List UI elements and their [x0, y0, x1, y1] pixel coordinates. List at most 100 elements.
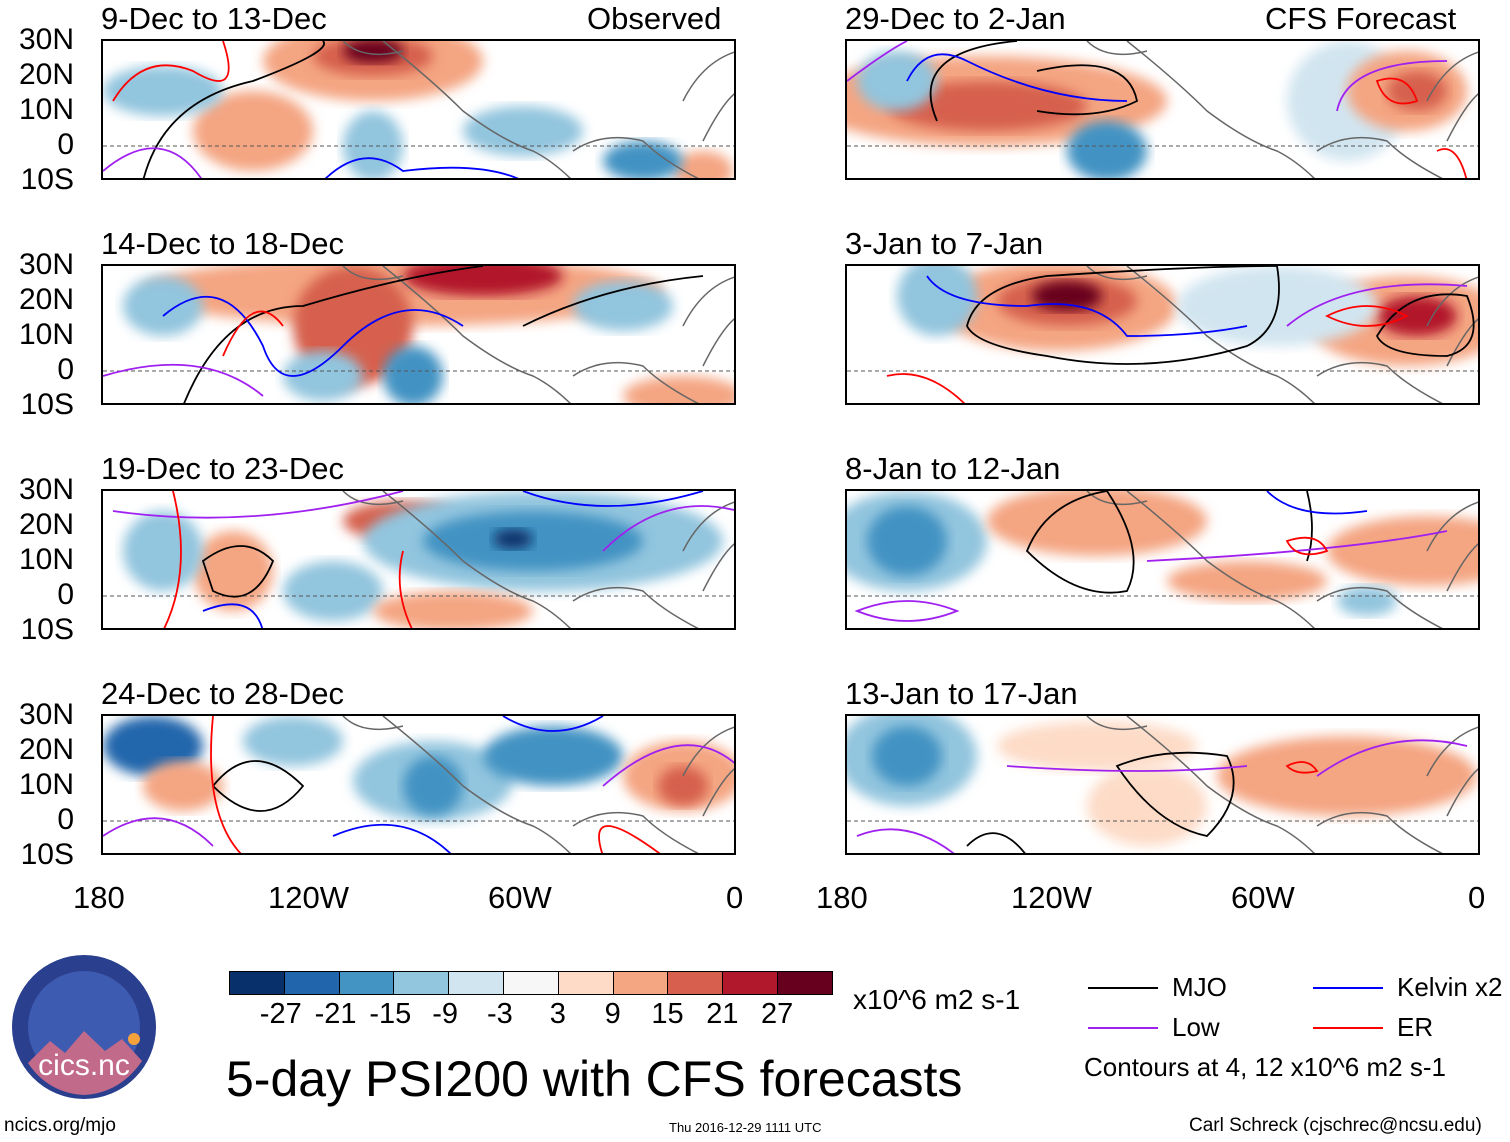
y-tick: 30N	[18, 23, 74, 56]
colorbar-swatch	[338, 971, 395, 995]
wave-contour	[112, 491, 734, 552]
y-tick: 10N	[18, 768, 74, 801]
wave-contour	[1285, 536, 1329, 556]
x-tick: 180	[73, 880, 125, 915]
coastline	[1086, 491, 1478, 628]
anomaly-shading	[1337, 586, 1397, 616]
map-panel	[845, 39, 1480, 180]
x-tick: 120W	[1011, 880, 1092, 915]
map-panel	[101, 714, 736, 855]
column-label-forecast: CFS Forecast	[1265, 1, 1457, 36]
anomaly-shading	[1287, 751, 1447, 801]
wave-contour	[929, 41, 1139, 122]
wave-contour	[210, 716, 661, 853]
colorbar-swatch	[777, 971, 833, 995]
wave-contour	[906, 53, 1128, 102]
anomaly-shading	[373, 591, 533, 628]
wave-contour	[1006, 739, 1468, 777]
wave-contour	[103, 744, 734, 847]
wave-contour	[103, 147, 202, 178]
wave-contour	[202, 491, 704, 628]
anomaly-shading	[673, 151, 733, 178]
x-tick: 0	[726, 880, 744, 915]
anomaly-shading	[103, 66, 223, 116]
y-tick: 10S	[20, 388, 74, 421]
legend-line	[1088, 1027, 1158, 1029]
anomaly-shading	[987, 491, 1207, 556]
map-panel	[101, 489, 736, 630]
coastline	[1086, 716, 1478, 853]
legend-line	[1088, 987, 1158, 989]
anomaly-shading	[1377, 296, 1457, 336]
colorbar-label: -15	[369, 998, 412, 1030]
y-tick: 10N	[18, 318, 74, 351]
footer-author: Carl Schreck (cjschrec@ncsu.edu)	[1189, 1115, 1482, 1136]
x-tick: 0	[1468, 880, 1486, 915]
panel-title: 29-Dec to 2-Jan	[845, 1, 1066, 36]
legend-label: Low	[1172, 1012, 1220, 1042]
colorbar-swatch	[612, 971, 669, 995]
anomaly-shading	[343, 41, 403, 63]
wave-contour	[966, 266, 1475, 365]
y-tick: 10S	[20, 838, 74, 871]
colorbar-swatch	[722, 971, 778, 995]
panel-title: 19-Dec to 23-Dec	[101, 451, 344, 486]
legend-label: MJO	[1172, 972, 1227, 1002]
wave-contour	[201, 545, 275, 598]
anomaly-shading	[623, 376, 734, 403]
anomaly-shading	[887, 81, 1087, 131]
wave-contour	[966, 751, 1235, 853]
map-panel	[845, 714, 1480, 855]
anomaly-shading	[243, 716, 343, 766]
anomaly-shading	[897, 266, 977, 336]
x-tick: 120W	[268, 880, 349, 915]
wave-contour	[183, 266, 484, 403]
colorbar-swatch	[667, 971, 724, 995]
anomaly-shading	[403, 266, 563, 296]
coastline	[342, 491, 734, 628]
colorbar-label: 27	[761, 998, 794, 1030]
y-tick: 20N	[18, 58, 74, 91]
svg-text:cics.nc: cics.nc	[38, 1049, 130, 1082]
y-tick: 10S	[20, 613, 74, 646]
anomaly-shading	[193, 91, 313, 171]
colorbar-label: 3	[549, 998, 566, 1030]
y-tick: 20N	[18, 508, 74, 541]
coastline	[342, 41, 734, 178]
wave-contour	[856, 828, 955, 853]
colorbar-label: 15	[651, 998, 684, 1030]
coastline	[342, 716, 734, 853]
anomaly-shading	[867, 506, 947, 576]
y-tick: 0	[57, 803, 74, 836]
y-tick: 0	[57, 128, 74, 161]
colorbar-units: x10^6 m2 s-1	[853, 984, 1021, 1015]
y-tick: 30N	[18, 248, 74, 281]
colorbar-label: -3	[487, 998, 513, 1030]
footer-url: ncics.org/mjo	[4, 1115, 116, 1136]
panel-title: 13-Jan to 17-Jan	[845, 676, 1078, 711]
panel-title: 9-Dec to 13-Dec	[101, 1, 327, 36]
anomaly-shading	[493, 529, 533, 549]
wave-contour	[522, 275, 704, 327]
wave-contour	[854, 530, 1448, 622]
wave-contour	[1375, 77, 1468, 178]
map-panel	[845, 264, 1480, 405]
y-tick: 10S	[20, 163, 74, 196]
y-tick: 0	[57, 578, 74, 611]
contour-note: Contours at 4, 12 x10^6 m2 s-1	[1084, 1052, 1446, 1082]
colorbar-label: 21	[706, 998, 739, 1030]
panel-title: 14-Dec to 18-Dec	[101, 226, 344, 261]
anomaly-shading	[573, 281, 673, 331]
coastline	[1086, 266, 1478, 403]
panel-title: 8-Jan to 12-Jan	[845, 451, 1061, 486]
wave-contour	[162, 295, 464, 377]
anomaly-shading	[997, 721, 1197, 771]
anomaly-shading	[1387, 71, 1447, 111]
colorbar-swatch	[448, 971, 504, 995]
colorbar-label: -27	[259, 998, 302, 1030]
y-tick: 10N	[18, 93, 74, 126]
footer-timestamp: Thu 2016-12-29 1111 UTC	[669, 1120, 822, 1135]
anomaly-shading	[103, 716, 203, 776]
x-tick: 180	[816, 880, 868, 915]
